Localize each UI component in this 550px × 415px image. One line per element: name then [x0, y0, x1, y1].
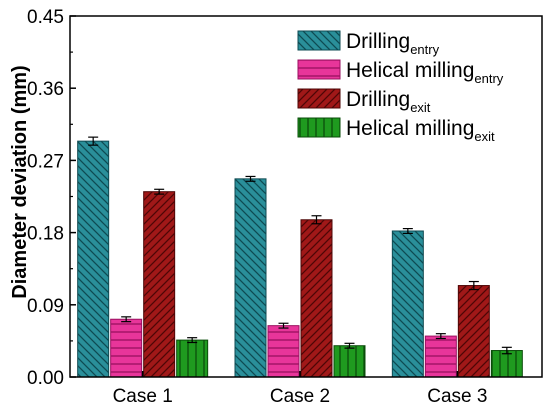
bar-helical-milling-entry-2: [267, 325, 300, 378]
y-axis: 0.00 0.09 0.18 0.27 0.36 0.45: [27, 7, 76, 389]
legend-swatch: [297, 117, 341, 138]
x-tick-label: Case 2: [270, 386, 330, 407]
x-tick-label: Case 1: [113, 386, 173, 407]
bar-helical-milling-entry-1: [110, 318, 143, 378]
bar-helical-milling-exit-1: [176, 339, 209, 378]
bars-group: [77, 140, 523, 378]
error-bar: [501, 346, 512, 355]
bar-helical-milling-entry-3: [424, 335, 457, 378]
legend-item: Drillingexit: [297, 88, 431, 115]
error-bar: [187, 337, 198, 344]
legend-item: Helical millingentry: [297, 59, 504, 86]
y-tick-label: 0.00: [27, 368, 64, 389]
error-bar: [245, 175, 256, 182]
legend-swatch: [297, 88, 341, 109]
y-tick-label: 0.27: [27, 151, 64, 172]
bar-helical-milling-exit-3: [490, 350, 523, 378]
y-tick-label: 0.18: [27, 224, 64, 245]
legend-item: Drillingentry: [297, 30, 440, 57]
legend-swatch: [297, 59, 341, 80]
bar-drilling-entry-1: [77, 140, 110, 378]
error-bar: [311, 215, 322, 225]
error-bar: [402, 227, 413, 235]
error-bar: [88, 136, 99, 146]
legend-label: Helical millingentry: [346, 59, 504, 86]
legend-swatch: [297, 30, 341, 51]
error-bar: [121, 316, 132, 323]
error-bar: [278, 322, 289, 329]
y-tick-label: 0.45: [27, 7, 64, 28]
error-bar: [344, 342, 355, 349]
y-tick-label: 0.09: [27, 296, 64, 317]
bar-drilling-entry-3: [391, 230, 424, 378]
legend-label: Drillingexit: [346, 88, 431, 115]
legend-label: Helical millingexit: [346, 117, 495, 144]
error-bars-group: [88, 136, 512, 355]
error-bar: [154, 188, 165, 195]
legend-item: Helical millingexit: [297, 117, 495, 144]
legend-label: Drillingentry: [346, 30, 440, 57]
bar-drilling-exit-3: [457, 285, 490, 378]
bar-helical-milling-exit-2: [333, 345, 366, 378]
bar-drilling-exit-2: [300, 219, 333, 378]
error-bar: [468, 280, 479, 291]
x-tick-label: Case 3: [427, 386, 487, 407]
error-bar: [435, 333, 446, 340]
bar-drilling-exit-1: [143, 191, 176, 378]
x-axis: Case 1 Case 2 Case 3: [113, 371, 487, 407]
y-tick-label: 0.36: [27, 79, 64, 100]
y-axis-title: Diameter deviation (mm): [9, 65, 31, 298]
bar-drilling-entry-2: [234, 178, 267, 378]
